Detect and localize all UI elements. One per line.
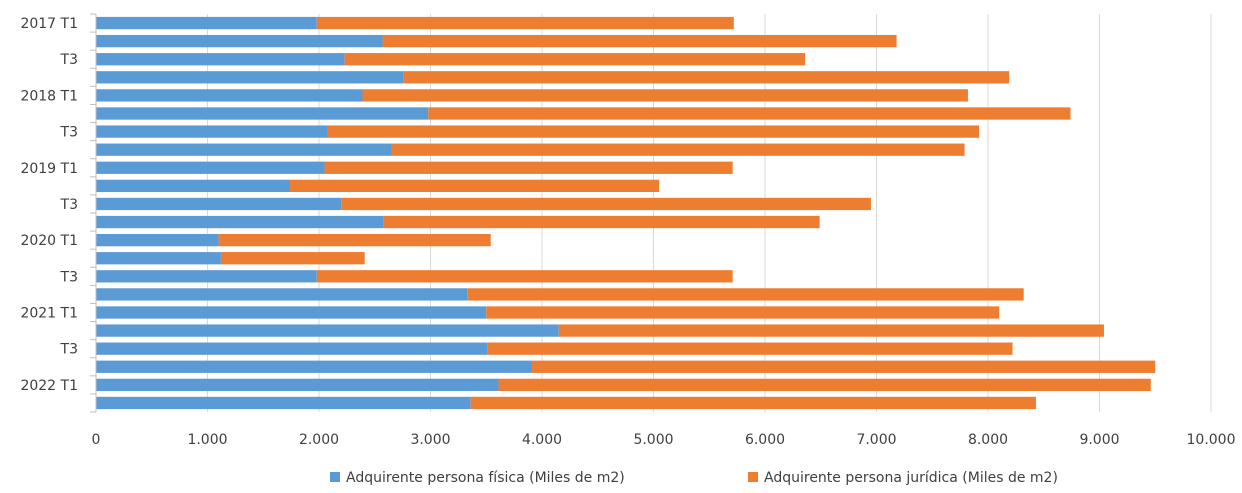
bar-segment-persona-fisica bbox=[96, 161, 325, 174]
bar-segment-persona-juridica bbox=[341, 197, 871, 211]
bar-segment-persona-fisica bbox=[96, 125, 328, 138]
legend: Adquirente persona física (Miles de m2) A… bbox=[330, 470, 1058, 486]
category-label: T3 bbox=[60, 269, 78, 285]
x-tick-label: 2.000 bbox=[299, 432, 339, 448]
bar-segment-persona-juridica bbox=[470, 396, 1036, 410]
x-tick-label: 0 bbox=[92, 432, 101, 448]
bar-segment-persona-juridica bbox=[487, 342, 1013, 355]
bar-segment-persona-fisica bbox=[96, 306, 487, 319]
category-label: T3 bbox=[60, 125, 78, 141]
bar-segment-persona-juridica bbox=[327, 125, 980, 138]
bar-segment-persona-fisica bbox=[96, 197, 342, 211]
axes: 0 1.000 2.000 3.000 4.000 5.000 6.000 7.000 8.00… bbox=[20, 13, 1236, 448]
category-label: T3 bbox=[60, 52, 78, 68]
bar-segment-persona-fisica bbox=[96, 360, 532, 373]
bar-segment-persona-fisica bbox=[96, 342, 488, 355]
bar-segment-persona-juridica bbox=[403, 71, 1010, 84]
bar-segment-persona-juridica bbox=[344, 53, 806, 66]
bar-segment-persona-juridica bbox=[498, 378, 1151, 392]
bar-segment-persona-juridica bbox=[486, 306, 1000, 319]
bar-segment-persona-fisica bbox=[96, 143, 392, 156]
bar-segment-persona-fisica bbox=[96, 288, 468, 301]
bar-segment-persona-juridica bbox=[382, 34, 897, 48]
bar-segment-persona-fisica bbox=[96, 179, 291, 193]
bar-segment-persona-juridica bbox=[558, 324, 1104, 337]
x-tick-label: 6.000 bbox=[745, 432, 785, 448]
bar-segment-persona-juridica bbox=[531, 360, 1156, 373]
bar-segment-persona-fisica bbox=[96, 396, 471, 410]
category-label: 2019 T1 bbox=[20, 161, 78, 177]
bar-segment-persona-juridica bbox=[316, 270, 733, 283]
bar-segment-persona-juridica bbox=[290, 179, 660, 193]
bar-segment-persona-fisica bbox=[96, 324, 559, 337]
x-tick-label: 7.000 bbox=[856, 432, 896, 448]
x-tick-label: 4.000 bbox=[522, 432, 562, 448]
x-tick-label: 1.000 bbox=[187, 432, 227, 448]
legend-swatch-persona-fisica bbox=[330, 472, 340, 482]
category-label: 2018 T1 bbox=[20, 88, 78, 104]
category-label: 2017 T1 bbox=[20, 16, 78, 32]
bar-segment-persona-fisica bbox=[96, 16, 317, 30]
bar-segment-persona-juridica bbox=[391, 143, 965, 156]
bar-segment-persona-fisica bbox=[96, 89, 363, 102]
category-label: T3 bbox=[60, 342, 78, 358]
bar-segment-persona-juridica bbox=[324, 161, 733, 174]
category-label: 2022 T1 bbox=[20, 378, 78, 394]
bar-segment-persona-juridica bbox=[467, 288, 1024, 301]
x-tick-label: 5.000 bbox=[633, 432, 673, 448]
bar-segment-persona-juridica bbox=[428, 107, 1071, 120]
bar-segment-persona-juridica bbox=[220, 252, 365, 265]
bar-segment-persona-juridica bbox=[362, 89, 968, 102]
x-tick-label: 10.000 bbox=[1187, 432, 1236, 448]
legend-label-persona-juridica: Adquirente persona jurídica (Miles de m2… bbox=[764, 470, 1058, 486]
bar-segment-persona-fisica bbox=[96, 34, 383, 48]
category-label: T3 bbox=[60, 197, 78, 213]
x-tick-label: 9.000 bbox=[1079, 432, 1119, 448]
bar-segment-persona-fisica bbox=[96, 270, 317, 283]
bar-segment-persona-fisica bbox=[96, 252, 221, 265]
category-label: 2020 T1 bbox=[20, 233, 78, 249]
bar-segment-persona-fisica bbox=[96, 53, 345, 66]
legend-swatch-persona-juridica bbox=[748, 472, 758, 482]
x-tick-label: 8.000 bbox=[968, 432, 1008, 448]
category-label: 2021 T1 bbox=[20, 306, 78, 322]
x-tick-label: 3.000 bbox=[410, 432, 450, 448]
bar-segment-persona-fisica bbox=[96, 233, 219, 247]
bar-segment-persona-juridica bbox=[218, 233, 491, 247]
bar-segment-persona-juridica bbox=[316, 16, 734, 30]
bars bbox=[96, 16, 1156, 410]
bar-segment-persona-fisica bbox=[96, 378, 499, 392]
bar-segment-persona-fisica bbox=[96, 215, 384, 229]
bar-segment-persona-juridica bbox=[383, 215, 820, 229]
legend-label-persona-fisica: Adquirente persona física (Miles de m2) bbox=[346, 470, 625, 486]
bar-segment-persona-fisica bbox=[96, 71, 404, 84]
bar-segment-persona-fisica bbox=[96, 107, 429, 120]
